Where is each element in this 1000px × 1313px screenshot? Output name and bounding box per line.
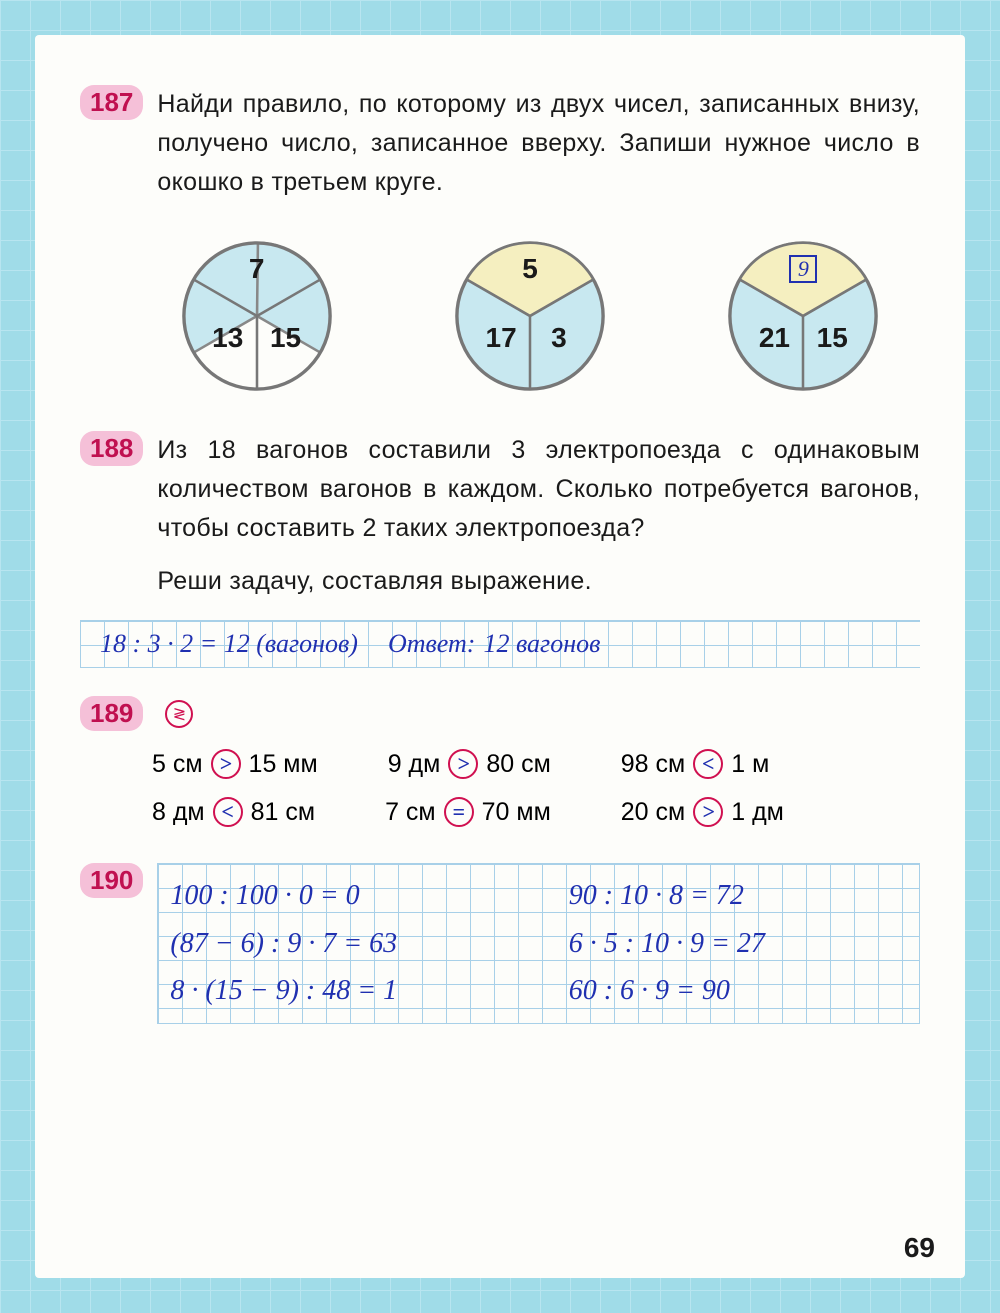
circles-row: 7 13 15 5 17 3 xyxy=(140,231,920,401)
compare-right: 81 см xyxy=(251,798,315,827)
pie-left-value: 17 xyxy=(486,322,517,354)
compare-row-1: 5 см > 15 мм 9 дм > 80 см 98 см < 1 м xyxy=(152,749,920,779)
answer-value: 12 вагонов xyxy=(483,629,600,659)
equation-row: 100 : 100 · 0 = 0 90 : 10 · 8 = 72 xyxy=(170,872,907,920)
compare-row-2: 8 дм < 81 см 7 см = 70 мм 20 см > 1 дм xyxy=(152,797,920,827)
task-189: 189 ≷ 5 см > 15 мм 9 дм > 80 см 98 см < … xyxy=(80,696,920,827)
compare-item: 98 см < 1 м xyxy=(621,749,770,779)
compare-left: 7 см xyxy=(385,798,436,827)
equation-expr: (87 − 6) : 9 · 7 = xyxy=(170,928,362,959)
compare-left: 5 см xyxy=(152,750,203,779)
compare-op-input[interactable]: > xyxy=(693,797,723,827)
compare-op-input[interactable]: < xyxy=(213,797,243,827)
compare-item: 5 см > 15 мм xyxy=(152,749,318,779)
pie-circle-3: 9 21 15 xyxy=(718,231,888,401)
solution-expression: 18 : 3 · 2 = 12 (вагонов) xyxy=(100,629,358,659)
equation-answer: 0 xyxy=(346,880,360,911)
answer-input-box[interactable]: 9 xyxy=(789,255,817,283)
equation-expr: 100 : 100 · 0 = xyxy=(170,880,338,911)
equation-expr: 60 : 6 · 9 = xyxy=(569,975,695,1006)
compare-left: 98 см xyxy=(621,750,685,779)
answer-label: Ответ: xyxy=(388,629,475,659)
compare-icon: ≷ xyxy=(165,700,193,728)
compare-right: 15 мм xyxy=(249,750,318,779)
pie-right-value: 3 xyxy=(551,322,567,354)
task-number-badge: 189 xyxy=(80,696,143,731)
answer-value: 9 xyxy=(798,256,809,282)
equation-answer: 63 xyxy=(369,928,397,959)
pie-right-value: 15 xyxy=(817,322,848,354)
compare-op-input[interactable]: < xyxy=(693,749,723,779)
equations-grid[interactable]: 100 : 100 · 0 = 0 90 : 10 · 8 = 72 (87 −… xyxy=(157,863,920,1024)
task-number-badge: 187 xyxy=(80,85,143,120)
equation-answer: 27 xyxy=(737,928,765,959)
pie-left-value: 13 xyxy=(212,322,243,354)
compare-op-input[interactable]: > xyxy=(211,749,241,779)
task-text: Найди правило, по которому из двух чисел… xyxy=(157,85,920,201)
compare-right: 1 м xyxy=(731,750,769,779)
pie-right-value: 15 xyxy=(270,322,301,354)
pie-top-value: 5 xyxy=(522,253,538,285)
solution-grid-strip[interactable]: 18 : 3 · 2 = 12 (вагонов) Ответ: 12 ваго… xyxy=(80,620,920,668)
compare-item: 8 дм < 81 см xyxy=(152,797,315,827)
task-number-badge: 188 xyxy=(80,431,143,466)
pie-top-value: 7 xyxy=(249,253,265,285)
equation-row: (87 − 6) : 9 · 7 = 63 6 · 5 : 10 · 9 = 2… xyxy=(170,920,907,968)
page-number: 69 xyxy=(904,1232,935,1264)
task-187: 187 Найди правило, по которому из двух ч… xyxy=(80,85,920,401)
compare-right: 80 см xyxy=(486,750,550,779)
equation-expr: 90 : 10 · 8 = xyxy=(569,880,709,911)
task-190: 190 100 : 100 · 0 = 0 90 : 10 · 8 = 72 (… xyxy=(80,855,920,1024)
task-instruction: Реши задачу, составляя выражение. xyxy=(157,562,920,601)
equation-expr: 8 · (15 − 9) : 48 = xyxy=(170,975,376,1006)
compare-item: 20 см > 1 дм xyxy=(621,797,784,827)
equation-answer: 72 xyxy=(716,880,744,911)
task-188: 188 Из 18 вагонов составили 3 электропое… xyxy=(80,431,920,668)
compare-left: 20 см xyxy=(621,798,685,827)
compare-left: 9 дм xyxy=(388,750,441,779)
pie-circle-1: 7 13 15 xyxy=(172,231,342,401)
compare-item: 7 см = 70 мм xyxy=(385,797,551,827)
task-text: Из 18 вагонов составили 3 электропоезда … xyxy=(157,431,920,547)
compare-op-input[interactable]: = xyxy=(444,797,474,827)
compare-op-input[interactable]: > xyxy=(448,749,478,779)
compare-right: 70 мм xyxy=(482,798,551,827)
equation-row: 8 · (15 − 9) : 48 = 1 60 : 6 · 9 = 90 xyxy=(170,967,907,1015)
pie-left-value: 21 xyxy=(759,322,790,354)
pie-circle-2: 5 17 3 xyxy=(445,231,615,401)
compare-right: 1 дм xyxy=(731,798,784,827)
task-number-badge: 190 xyxy=(80,863,143,898)
equation-expr: 6 · 5 : 10 · 9 = xyxy=(569,928,730,959)
equation-answer: 1 xyxy=(383,975,397,1006)
workbook-page: 187 Найди правило, по которому из двух ч… xyxy=(35,35,965,1278)
equation-answer: 90 xyxy=(702,975,730,1006)
compare-item: 9 дм > 80 см xyxy=(388,749,551,779)
compare-left: 8 дм xyxy=(152,798,205,827)
